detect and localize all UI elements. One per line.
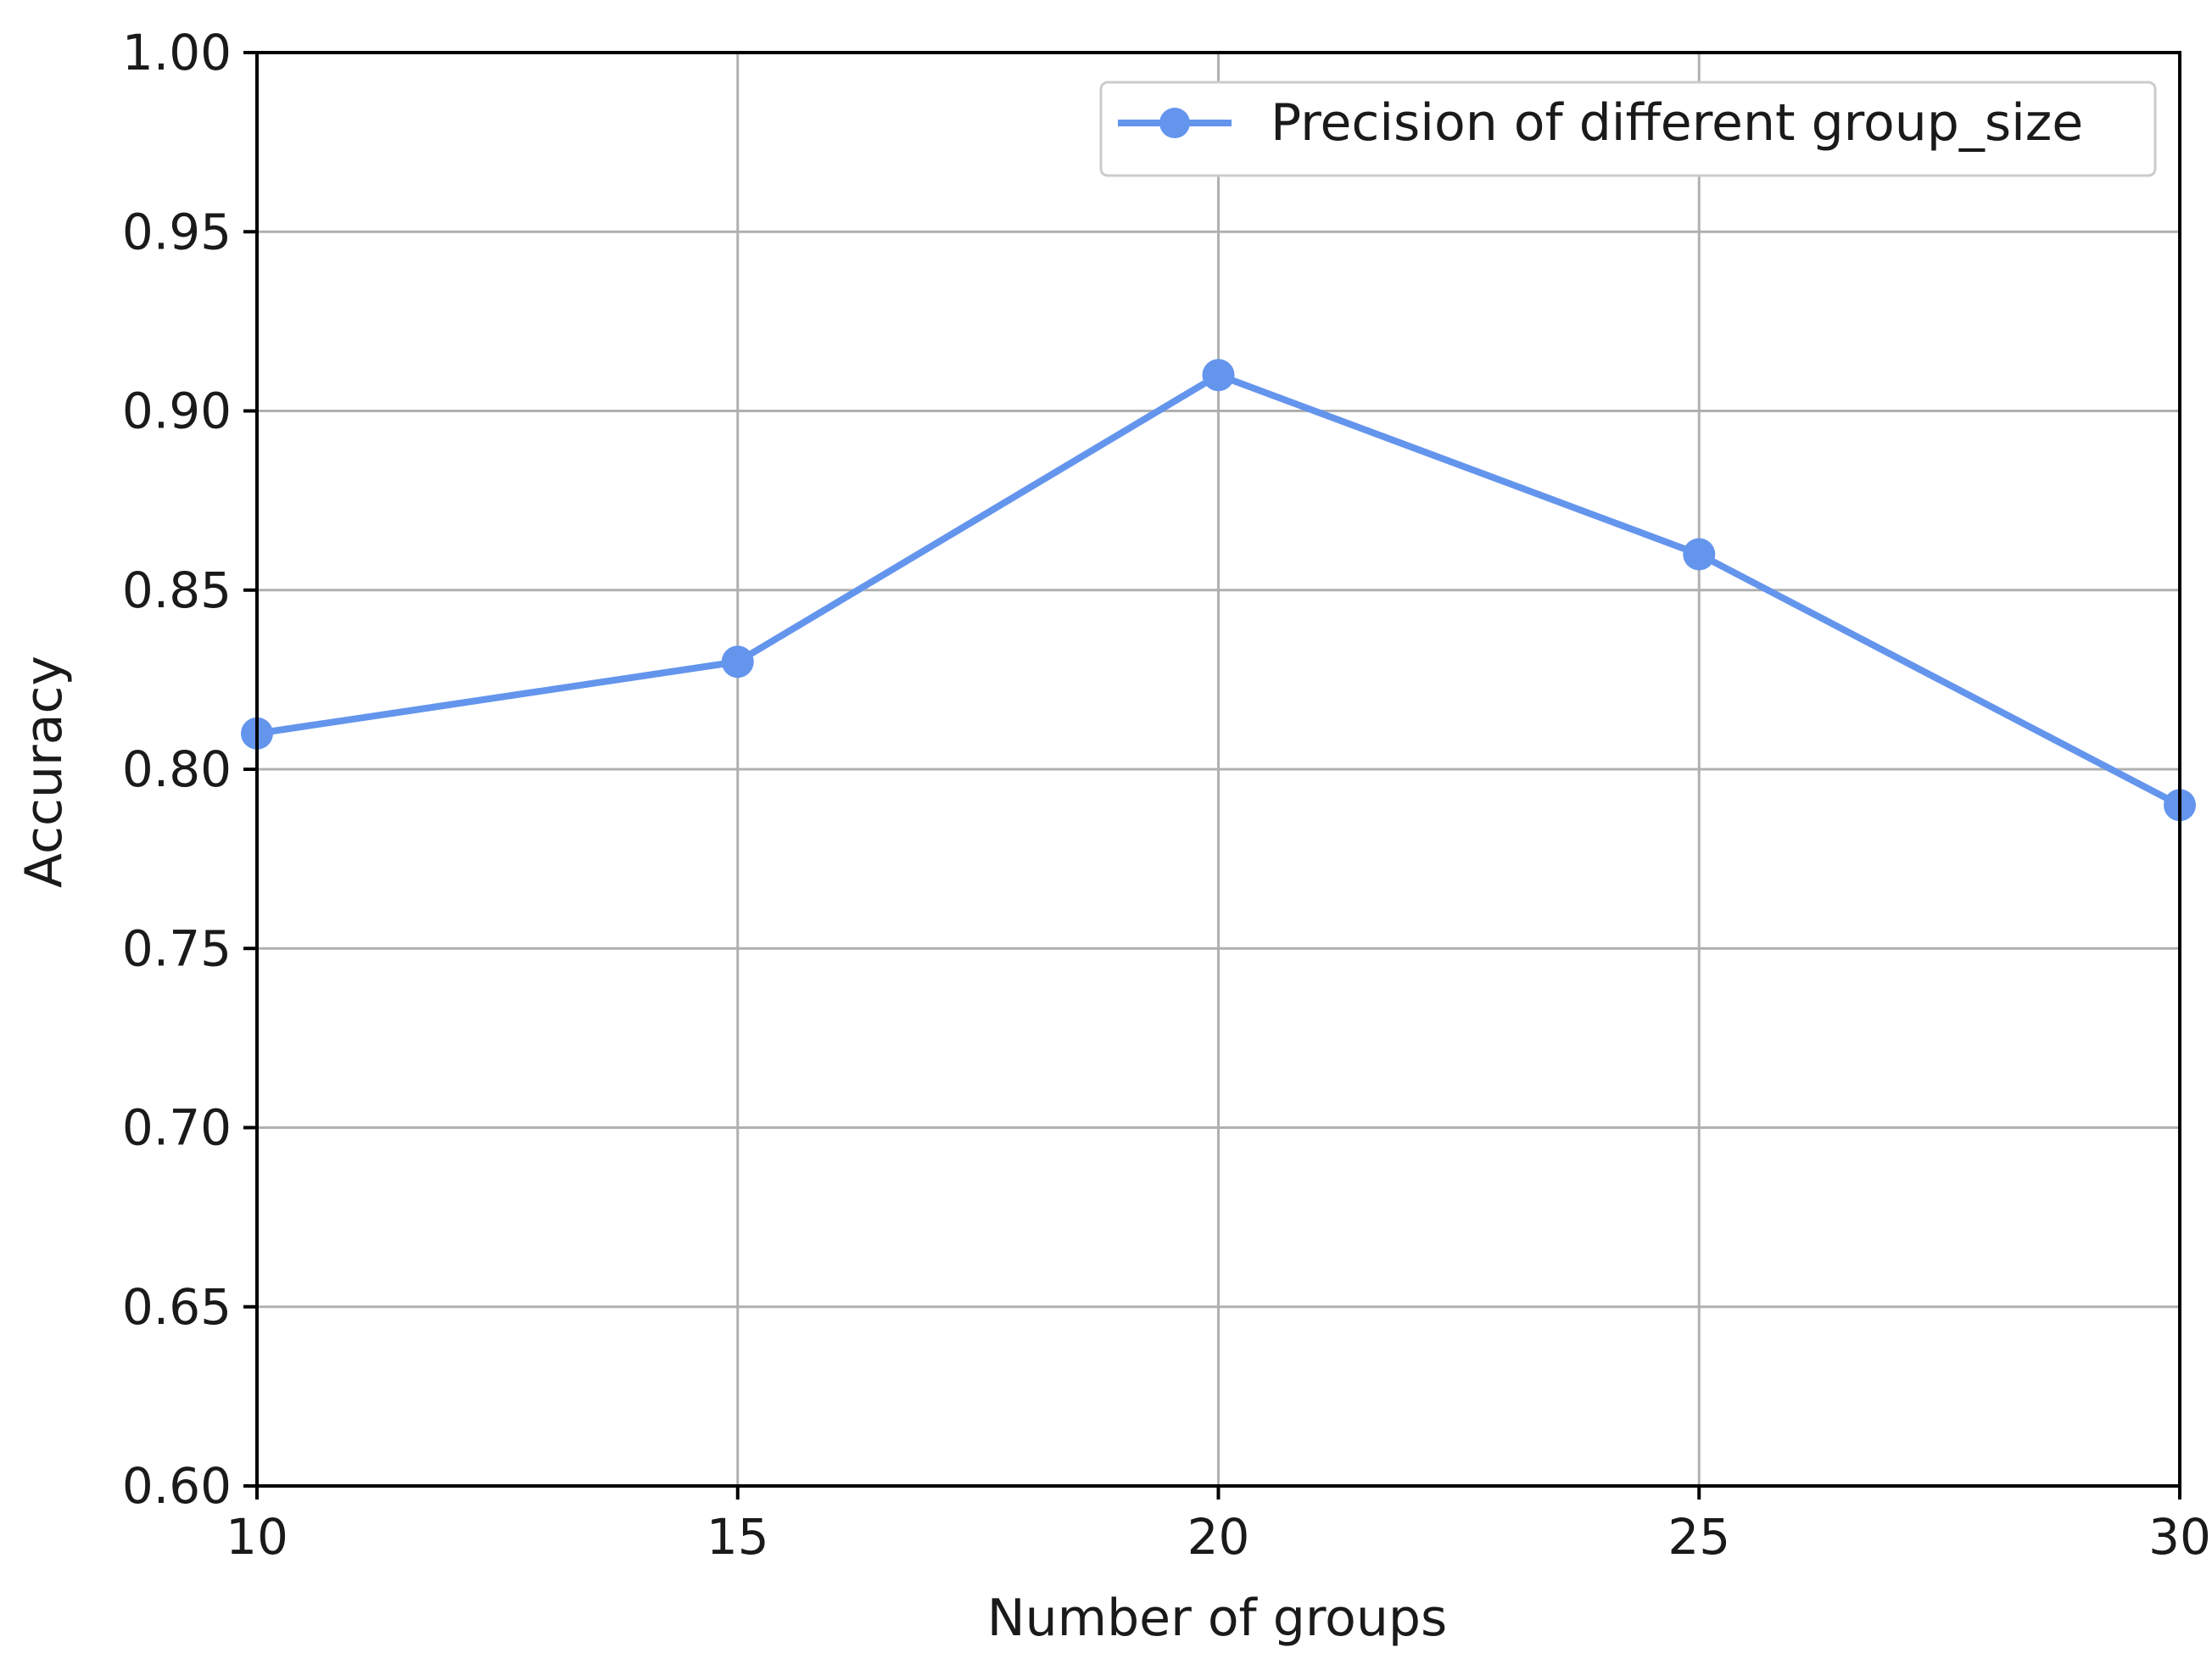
x-tick-label: 25 (1667, 1508, 1730, 1566)
y-tick-label: 0.95 (122, 203, 232, 260)
y-tick-label: 0.80 (122, 740, 232, 798)
y-tick-label: 1.00 (122, 24, 232, 81)
y-tick-label: 0.60 (122, 1457, 232, 1515)
y-tick-label: 0.90 (122, 383, 232, 440)
y-tick-label: 0.70 (122, 1099, 232, 1157)
y-tick-label: 0.85 (122, 561, 232, 619)
x-tick-label: 10 (226, 1508, 288, 1566)
data-point (721, 645, 754, 679)
y-axis-label: Accuracy (14, 656, 74, 888)
legend-label: Precision of different group_size (1271, 93, 2083, 153)
grid (255, 51, 2181, 1488)
tick-labels: 10 15 20 25 30 0.60 0.65 0.70 0.75 0.80 0.85 0.90 0.… (122, 24, 2211, 1566)
y-tick-label: 0.65 (122, 1278, 232, 1336)
legend-box (1099, 81, 2157, 177)
data-point (1202, 359, 1235, 392)
x-axis-label: Number of groups (987, 1589, 1448, 1648)
legend-marker-icon (1159, 108, 1190, 138)
axes (243, 51, 2181, 1500)
x-tick-label: 20 (1187, 1508, 1250, 1566)
y-tick-label: 0.75 (122, 919, 232, 977)
data-point (1683, 538, 1716, 571)
x-tick-label: 15 (707, 1508, 769, 1566)
x-tick-label: 30 (2148, 1508, 2211, 1566)
legend: Precision of different group_size (1099, 81, 2157, 177)
